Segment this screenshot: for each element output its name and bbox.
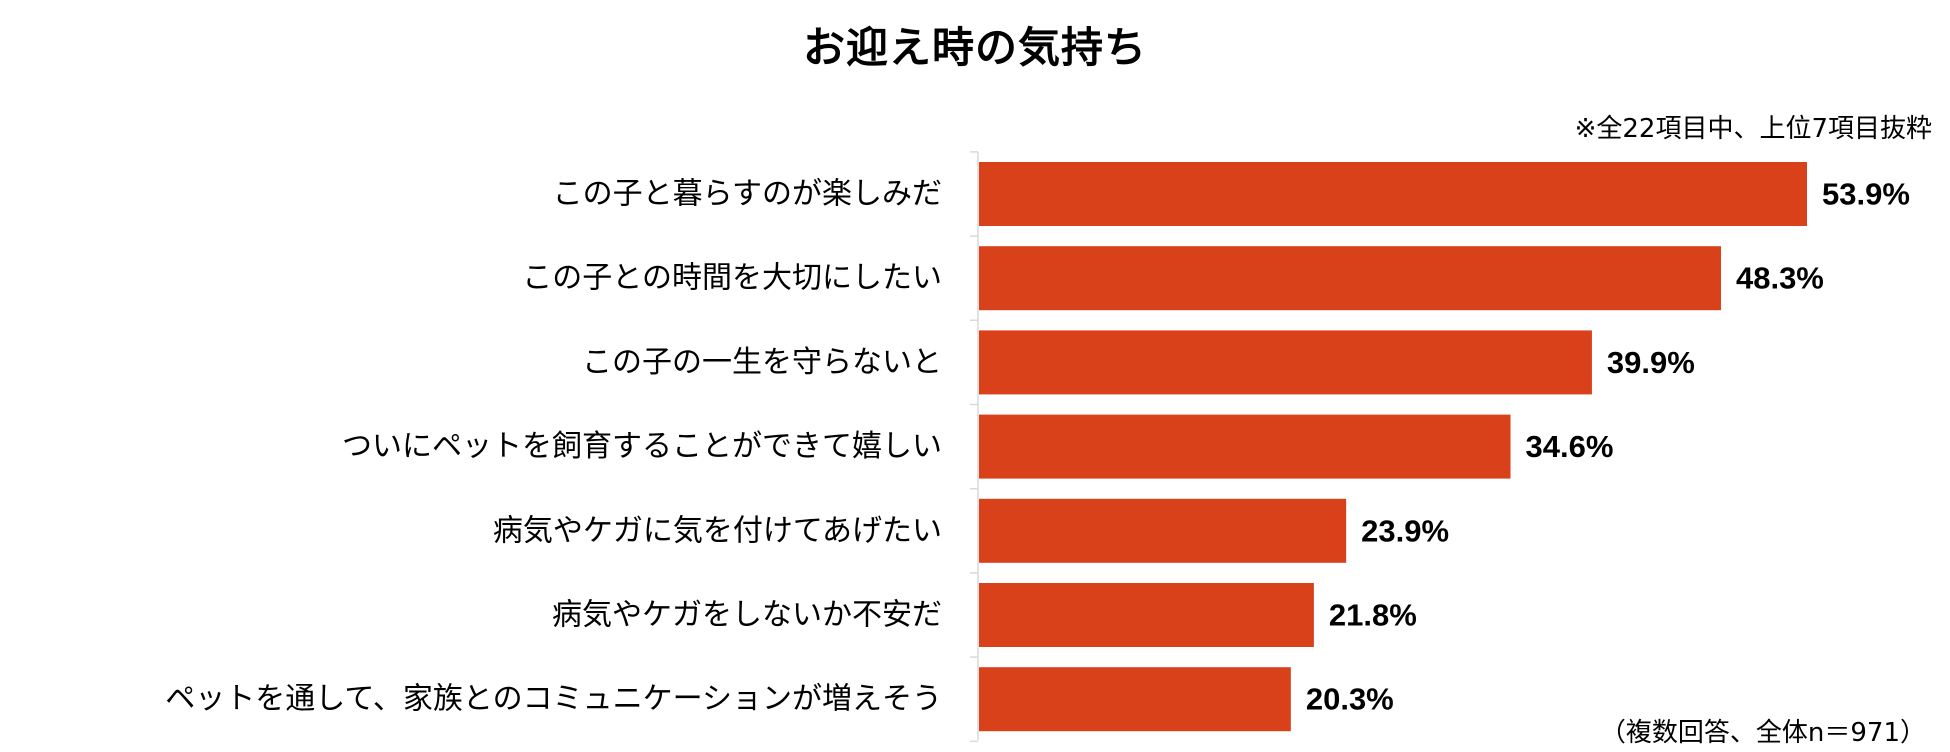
bar <box>979 246 1721 311</box>
chart-note: ※全22項目中、上位7項目抜粋 <box>1574 114 1932 144</box>
value-label: 20.3% <box>1306 682 1394 717</box>
category-label: この子との時間を大切にしたい <box>522 261 942 296</box>
value-label: 23.9% <box>1361 513 1449 548</box>
bar <box>979 498 1347 563</box>
category-label: 病気やケガに気を付けてあげたい <box>493 513 942 548</box>
chart-footnote: （複数回答、全体n＝971） <box>1599 718 1926 748</box>
bar <box>979 414 1511 479</box>
value-label: 39.9% <box>1607 345 1695 380</box>
category-label: この子と暮らすのが楽しみだ <box>553 177 942 212</box>
value-label: 21.8% <box>1329 598 1417 633</box>
value-label: 53.9% <box>1822 177 1910 212</box>
bar <box>979 583 1314 647</box>
category-label: ついにペットを飼育することができて嬉しい <box>342 429 942 464</box>
bar <box>979 330 1592 395</box>
category-label: この子の一生を守らないと <box>582 345 942 380</box>
category-label: ペットを通して、家族とのコミュニケーションが増えそう <box>165 682 942 717</box>
value-label: 48.3% <box>1736 261 1824 296</box>
value-label: 34.6% <box>1526 429 1614 464</box>
category-label: 病気やケガをしないか不安だ <box>552 598 942 633</box>
chart-title: お迎え時の気持ち <box>802 23 1147 72</box>
bar <box>979 162 1807 226</box>
bar <box>979 667 1291 732</box>
